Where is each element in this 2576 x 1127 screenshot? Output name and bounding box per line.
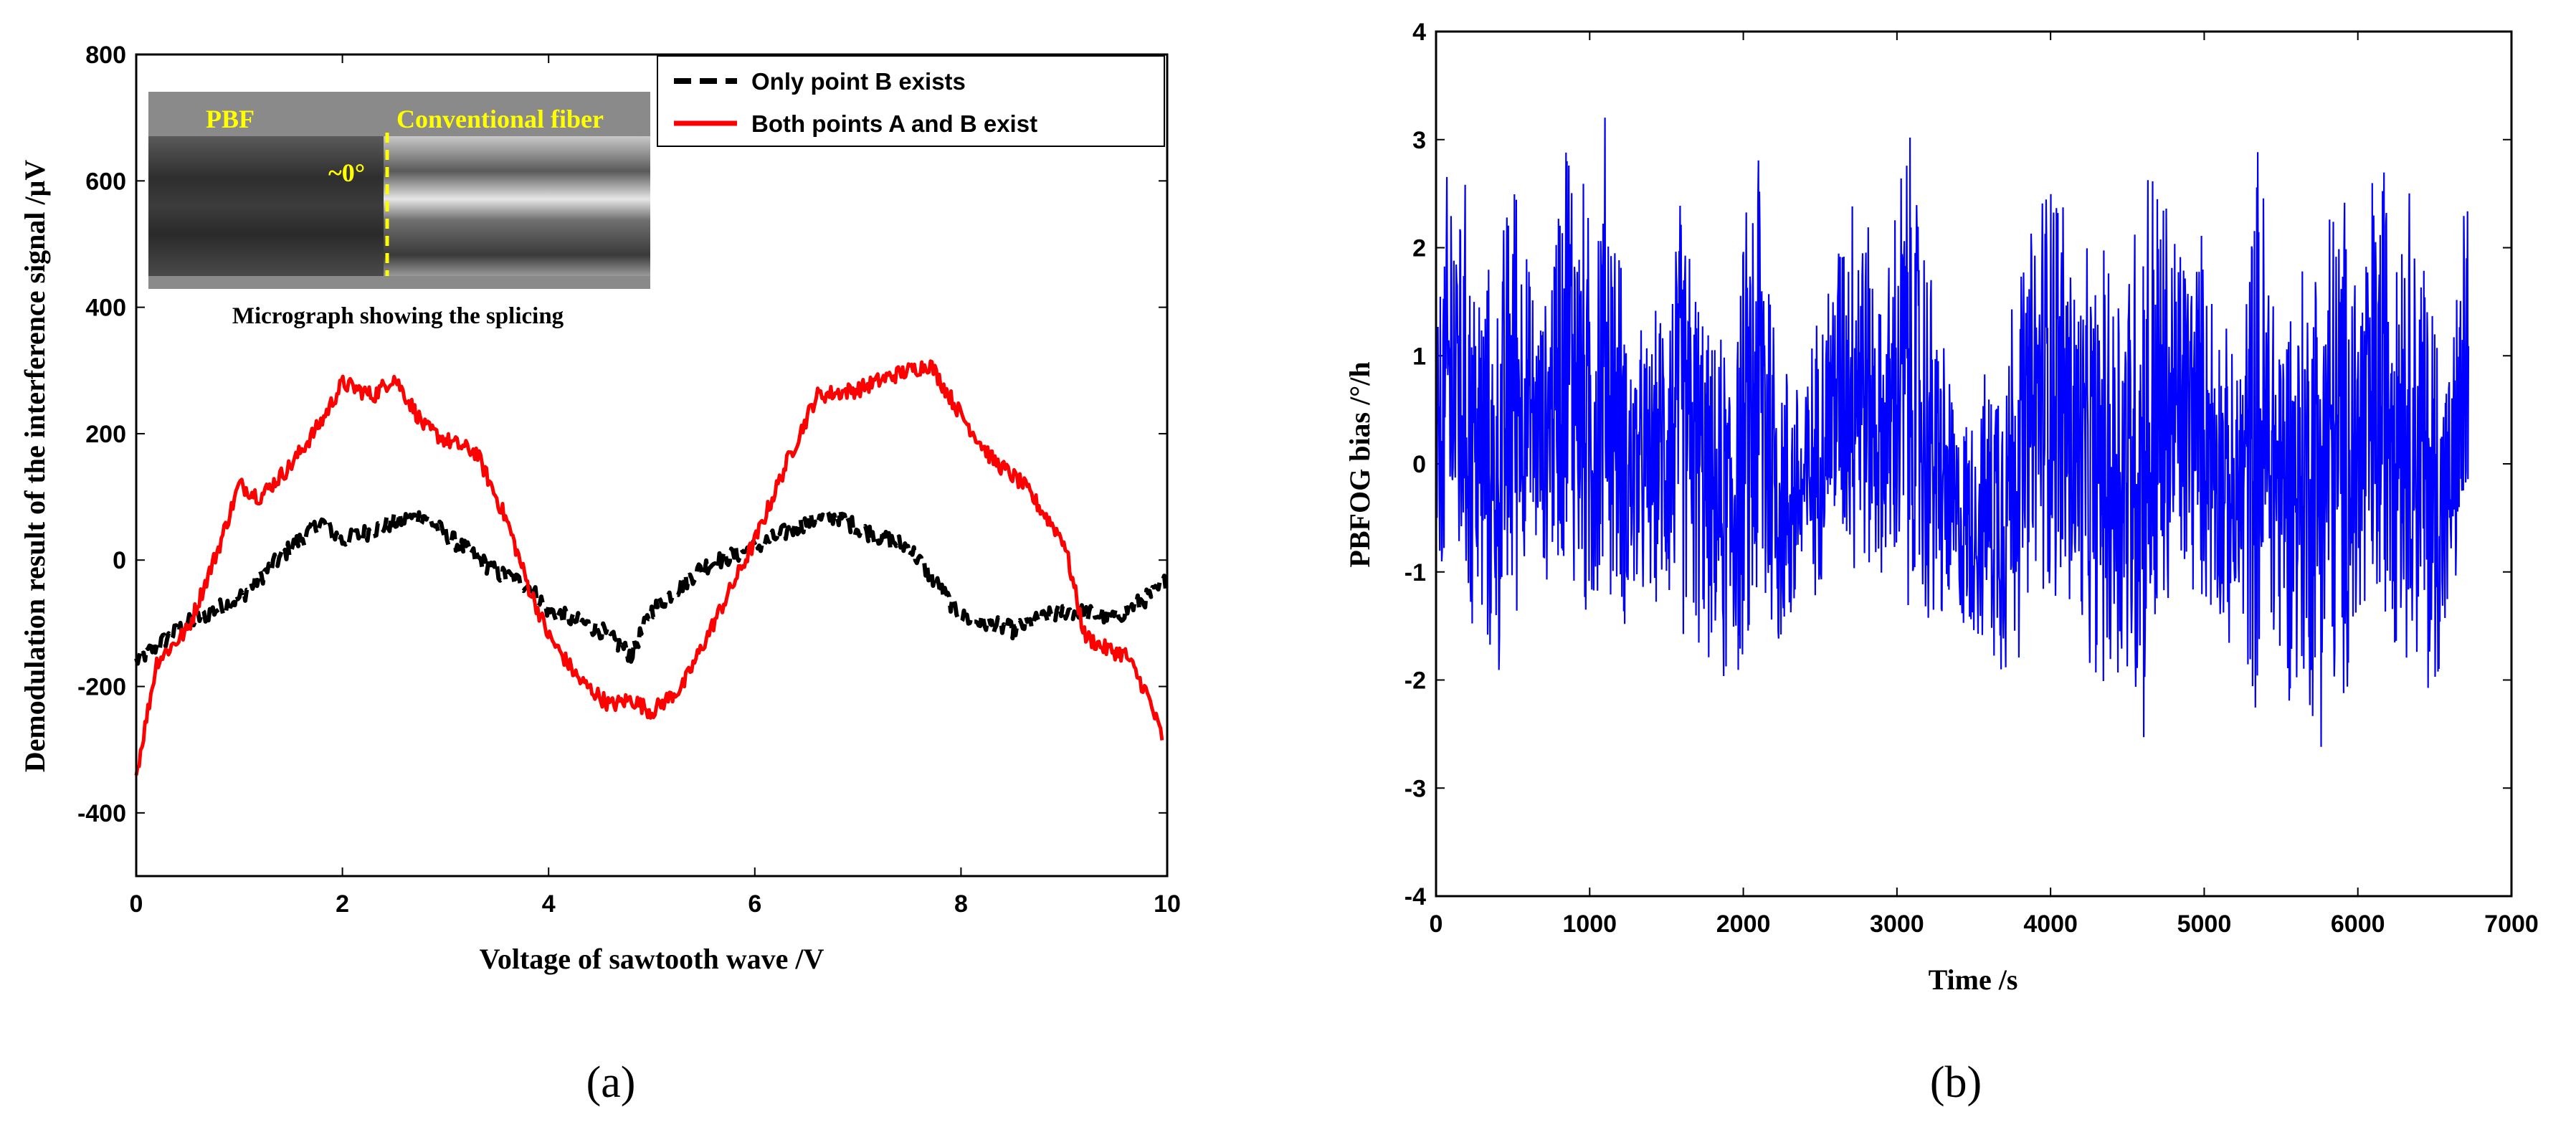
chart-b-x-tick-label: 1000 xyxy=(1562,910,1617,938)
chart-b-y-tick-labels: -4 -3 -2 -1 0 1 2 3 4 xyxy=(1405,19,1426,910)
chart-a-y-axis-label: Demodulation result of the interference … xyxy=(19,160,51,773)
chart-b-y-tick-label: 3 xyxy=(1412,127,1426,154)
chart-a-y-tick-label: -400 xyxy=(77,800,126,827)
chart-b-y-tick-label: 0 xyxy=(1412,451,1426,478)
chart-b: -4 -3 -2 -1 0 1 2 3 4 0 1000 2000 3000 4000 5000 6000 7… xyxy=(1344,19,2539,1107)
chart-b-x-tick-label: 5000 xyxy=(2177,910,2232,938)
micrograph-label-pbf: PBF xyxy=(206,105,255,133)
chart-b-y-tick-label: 4 xyxy=(1412,19,1426,46)
chart-b-series-line-0 xyxy=(1435,118,2470,747)
chart-b-x-tick-labels: 0 1000 2000 3000 4000 5000 6000 7000 xyxy=(1430,910,2539,938)
chart-a-x-tick-labels: 0 2 4 6 8 10 xyxy=(130,890,1181,918)
chart-a-y-tick-label: 200 xyxy=(85,421,126,448)
chart-b-x-tick-label: 0 xyxy=(1430,910,1443,938)
chart-b-y-tick-label: -2 xyxy=(1405,667,1426,695)
chart-a-x-tick-label: 0 xyxy=(130,890,143,918)
chart-b-x-tick-label: 6000 xyxy=(2331,910,2385,938)
chart-a-x-tick-label: 8 xyxy=(954,890,968,918)
chart-a-panel-label: (a) xyxy=(586,1058,636,1107)
micrograph-label-conventional: Conventional fiber xyxy=(396,105,604,133)
chart-b-y-tick-label: -1 xyxy=(1405,559,1426,586)
chart-b-x-tick-label: 4000 xyxy=(2023,910,2078,938)
chart-b-y-tick-label: 2 xyxy=(1412,235,1426,262)
legend-label-series-ab: Both points A and B exist xyxy=(751,110,1037,137)
chart-b-x-tick-label: 7000 xyxy=(2484,910,2539,938)
chart-a-y-tick-labels: -400 -200 0 200 400 600 800 xyxy=(77,42,126,827)
micrograph-inset: PBF Conventional fiber ~0° Micrograph sh… xyxy=(148,92,650,329)
legend-box xyxy=(657,55,1165,147)
chart-a-x-tick-label: 2 xyxy=(336,890,349,918)
chart-b-y-tick-label: -3 xyxy=(1405,775,1426,802)
chart-a-plot-frame xyxy=(135,53,1169,878)
micrograph-conventional-fiber xyxy=(384,136,650,276)
chart-b-y-axis-label: PBFOG bias /°/h xyxy=(1344,361,1376,567)
chart-a-y-tick-label: 400 xyxy=(85,295,126,322)
micrograph-angle-label: ~0° xyxy=(328,158,365,187)
chart-b-x-tick-label: 2000 xyxy=(1716,910,1771,938)
legend-label-series-b: Only point B exists xyxy=(751,68,966,95)
micrograph-pbf xyxy=(148,136,384,276)
chart-a-y-tick-label: -200 xyxy=(77,674,126,701)
chart-b-x-axis-label: Time /s xyxy=(1929,964,2018,996)
chart-a-series-line-0 xyxy=(134,507,1169,666)
chart-a: -400 -200 0 200 400 600 800 0 2 4 6 8 10 xyxy=(19,42,1181,1107)
chart-b-plot-frame xyxy=(1435,30,2513,898)
chart-b-x-tick-label: 3000 xyxy=(1870,910,1924,938)
chart-a-legend: Only point B exists Both points A and B … xyxy=(657,55,1165,147)
chart-b-series xyxy=(1435,118,2470,747)
micrograph-caption: Micrograph showing the splicing xyxy=(232,303,564,329)
chart-a-series-line-1 xyxy=(134,359,1164,776)
chart-a-y-tick-label: 800 xyxy=(85,42,126,69)
chart-a-x-tick-label: 10 xyxy=(1154,890,1181,918)
chart-a-y-tick-label: 600 xyxy=(85,168,126,195)
chart-a-series xyxy=(134,359,1169,776)
chart-a-y-tick-label: 0 xyxy=(113,547,126,574)
chart-b-y-tick-label: 1 xyxy=(1412,343,1426,370)
chart-a-x-axis-label: Voltage of sawtooth wave /V xyxy=(480,943,824,975)
chart-a-x-tick-label: 6 xyxy=(748,890,761,918)
chart-b-panel-label: (b) xyxy=(1930,1058,1982,1107)
chart-a-x-tick-label: 4 xyxy=(542,890,556,918)
chart-b-y-tick-label: -4 xyxy=(1405,883,1426,910)
